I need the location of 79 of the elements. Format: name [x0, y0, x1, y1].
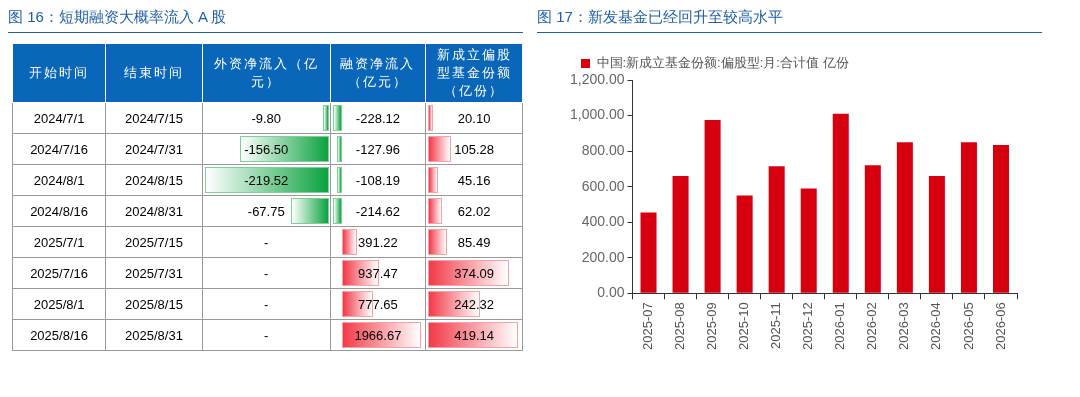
- bar: [960, 142, 977, 293]
- y-tick-label: 2025/7/15: [105, 226, 203, 258]
- x-tick-label: 新成立偏股型基金份额（亿份）: [425, 43, 523, 103]
- y2-tick-label: 2024/8/16: [12, 195, 106, 227]
- data-label: 777.65: [358, 296, 398, 312]
- y-tick-label: 0.00: [597, 284, 625, 301]
- data-label: -127.96: [355, 141, 400, 157]
- bar: [800, 188, 817, 293]
- y-tick-label: 600.00: [581, 177, 625, 194]
- y-tick-label: 2024/7/31: [105, 133, 203, 165]
- x-tick-label: 2025-11: [768, 302, 784, 350]
- data-label: -108.19: [355, 172, 400, 188]
- data-label: -156.50: [244, 141, 289, 157]
- data-label: 105.28: [454, 141, 494, 157]
- bar: [768, 166, 785, 293]
- bar: [640, 212, 657, 293]
- data-label: -219.52: [244, 172, 289, 188]
- chart-title: 图 17：新发基金已经回升至较高水平: [537, 8, 1042, 33]
- data-label: 391.22: [358, 234, 398, 250]
- text: 开始时间: [12, 43, 106, 103]
- y2-tick-label: 2025/7/1: [12, 226, 106, 258]
- data-label: 1966.67: [354, 327, 402, 343]
- y-tick-label: 2024/8/15: [105, 164, 203, 196]
- bar: [704, 119, 721, 293]
- data-label: -214.62: [355, 203, 400, 219]
- chart-title: 图 16：短期融资大概率流入 A 股: [8, 8, 523, 33]
- text: -: [264, 265, 269, 281]
- data-label: 45.16: [457, 172, 491, 188]
- bar: [992, 144, 1009, 293]
- y-tick-label: 1,200.00: [570, 70, 625, 87]
- x-tick-label: 2026-03: [896, 302, 912, 351]
- y2-tick-label: 2024/8/1: [12, 164, 106, 196]
- data-label: 85.49: [457, 234, 491, 250]
- x-tick-label: 2025-08: [672, 302, 688, 351]
- data-label: -228.12: [355, 110, 400, 126]
- bar: [896, 142, 913, 293]
- y2-tick-label: 2024/7/16: [12, 133, 106, 165]
- x-tick-label: 2026-04: [928, 302, 944, 351]
- x-tick-label: 2025-09: [704, 302, 720, 351]
- data-label: 242.32: [454, 296, 494, 312]
- data-label: 419.14: [454, 327, 494, 343]
- y-tick-label: 2024/7/15: [105, 102, 203, 134]
- y-tick-label: 2025/8/31: [105, 319, 203, 351]
- y2-tick-label: 2024/7/1: [12, 102, 106, 134]
- y2-tick-label: 2025/8/1: [12, 288, 106, 320]
- bar: [672, 175, 689, 293]
- x-tick-label: 融资净流入（亿元）: [330, 43, 426, 103]
- x-tick-label: 外资净流入（亿元）: [202, 43, 331, 103]
- x-tick-label: 2026-02: [864, 302, 880, 351]
- y-tick-label: 400.00: [581, 213, 625, 230]
- text: 结束时间: [105, 43, 203, 103]
- x-tick-label: 2025-07: [640, 302, 656, 351]
- y-tick-label: 2025/8/15: [105, 288, 203, 320]
- bar: [864, 165, 881, 293]
- x-tick-label: 2026-01: [832, 302, 848, 351]
- data-label: -9.80: [251, 110, 282, 126]
- data-label: -67.75: [247, 203, 285, 219]
- y-tick-label: 200.00: [581, 248, 625, 265]
- y-tick-label: 2025/7/31: [105, 257, 203, 289]
- x-tick-label: 2025-12: [800, 302, 816, 351]
- bar: [928, 175, 945, 293]
- text: -: [264, 234, 269, 250]
- text: -: [264, 296, 269, 312]
- y-tick-label: 2024/8/31: [105, 195, 203, 227]
- bar: [832, 113, 849, 293]
- data-label: 20.10: [457, 110, 491, 126]
- y2-tick-label: 2025/7/16: [12, 257, 106, 289]
- x-tick-label: 2026-06: [992, 302, 1008, 351]
- y2-tick-label: 2025/8/16: [12, 319, 106, 351]
- data-label: 62.02: [457, 203, 491, 219]
- y-tick-label: 800.00: [581, 141, 625, 158]
- bar: [736, 195, 753, 293]
- y-tick-label: 1,000.00: [570, 106, 625, 123]
- legend-label: 中国:新成立基金份额:偏股型:月:合计值 亿份: [596, 55, 849, 71]
- text: -: [264, 327, 269, 343]
- data-label: 937.47: [358, 265, 398, 281]
- x-tick-label: 2025-10: [736, 302, 752, 351]
- data-label: 374.09: [454, 265, 494, 281]
- x-tick-label: 2026-05: [960, 302, 976, 351]
